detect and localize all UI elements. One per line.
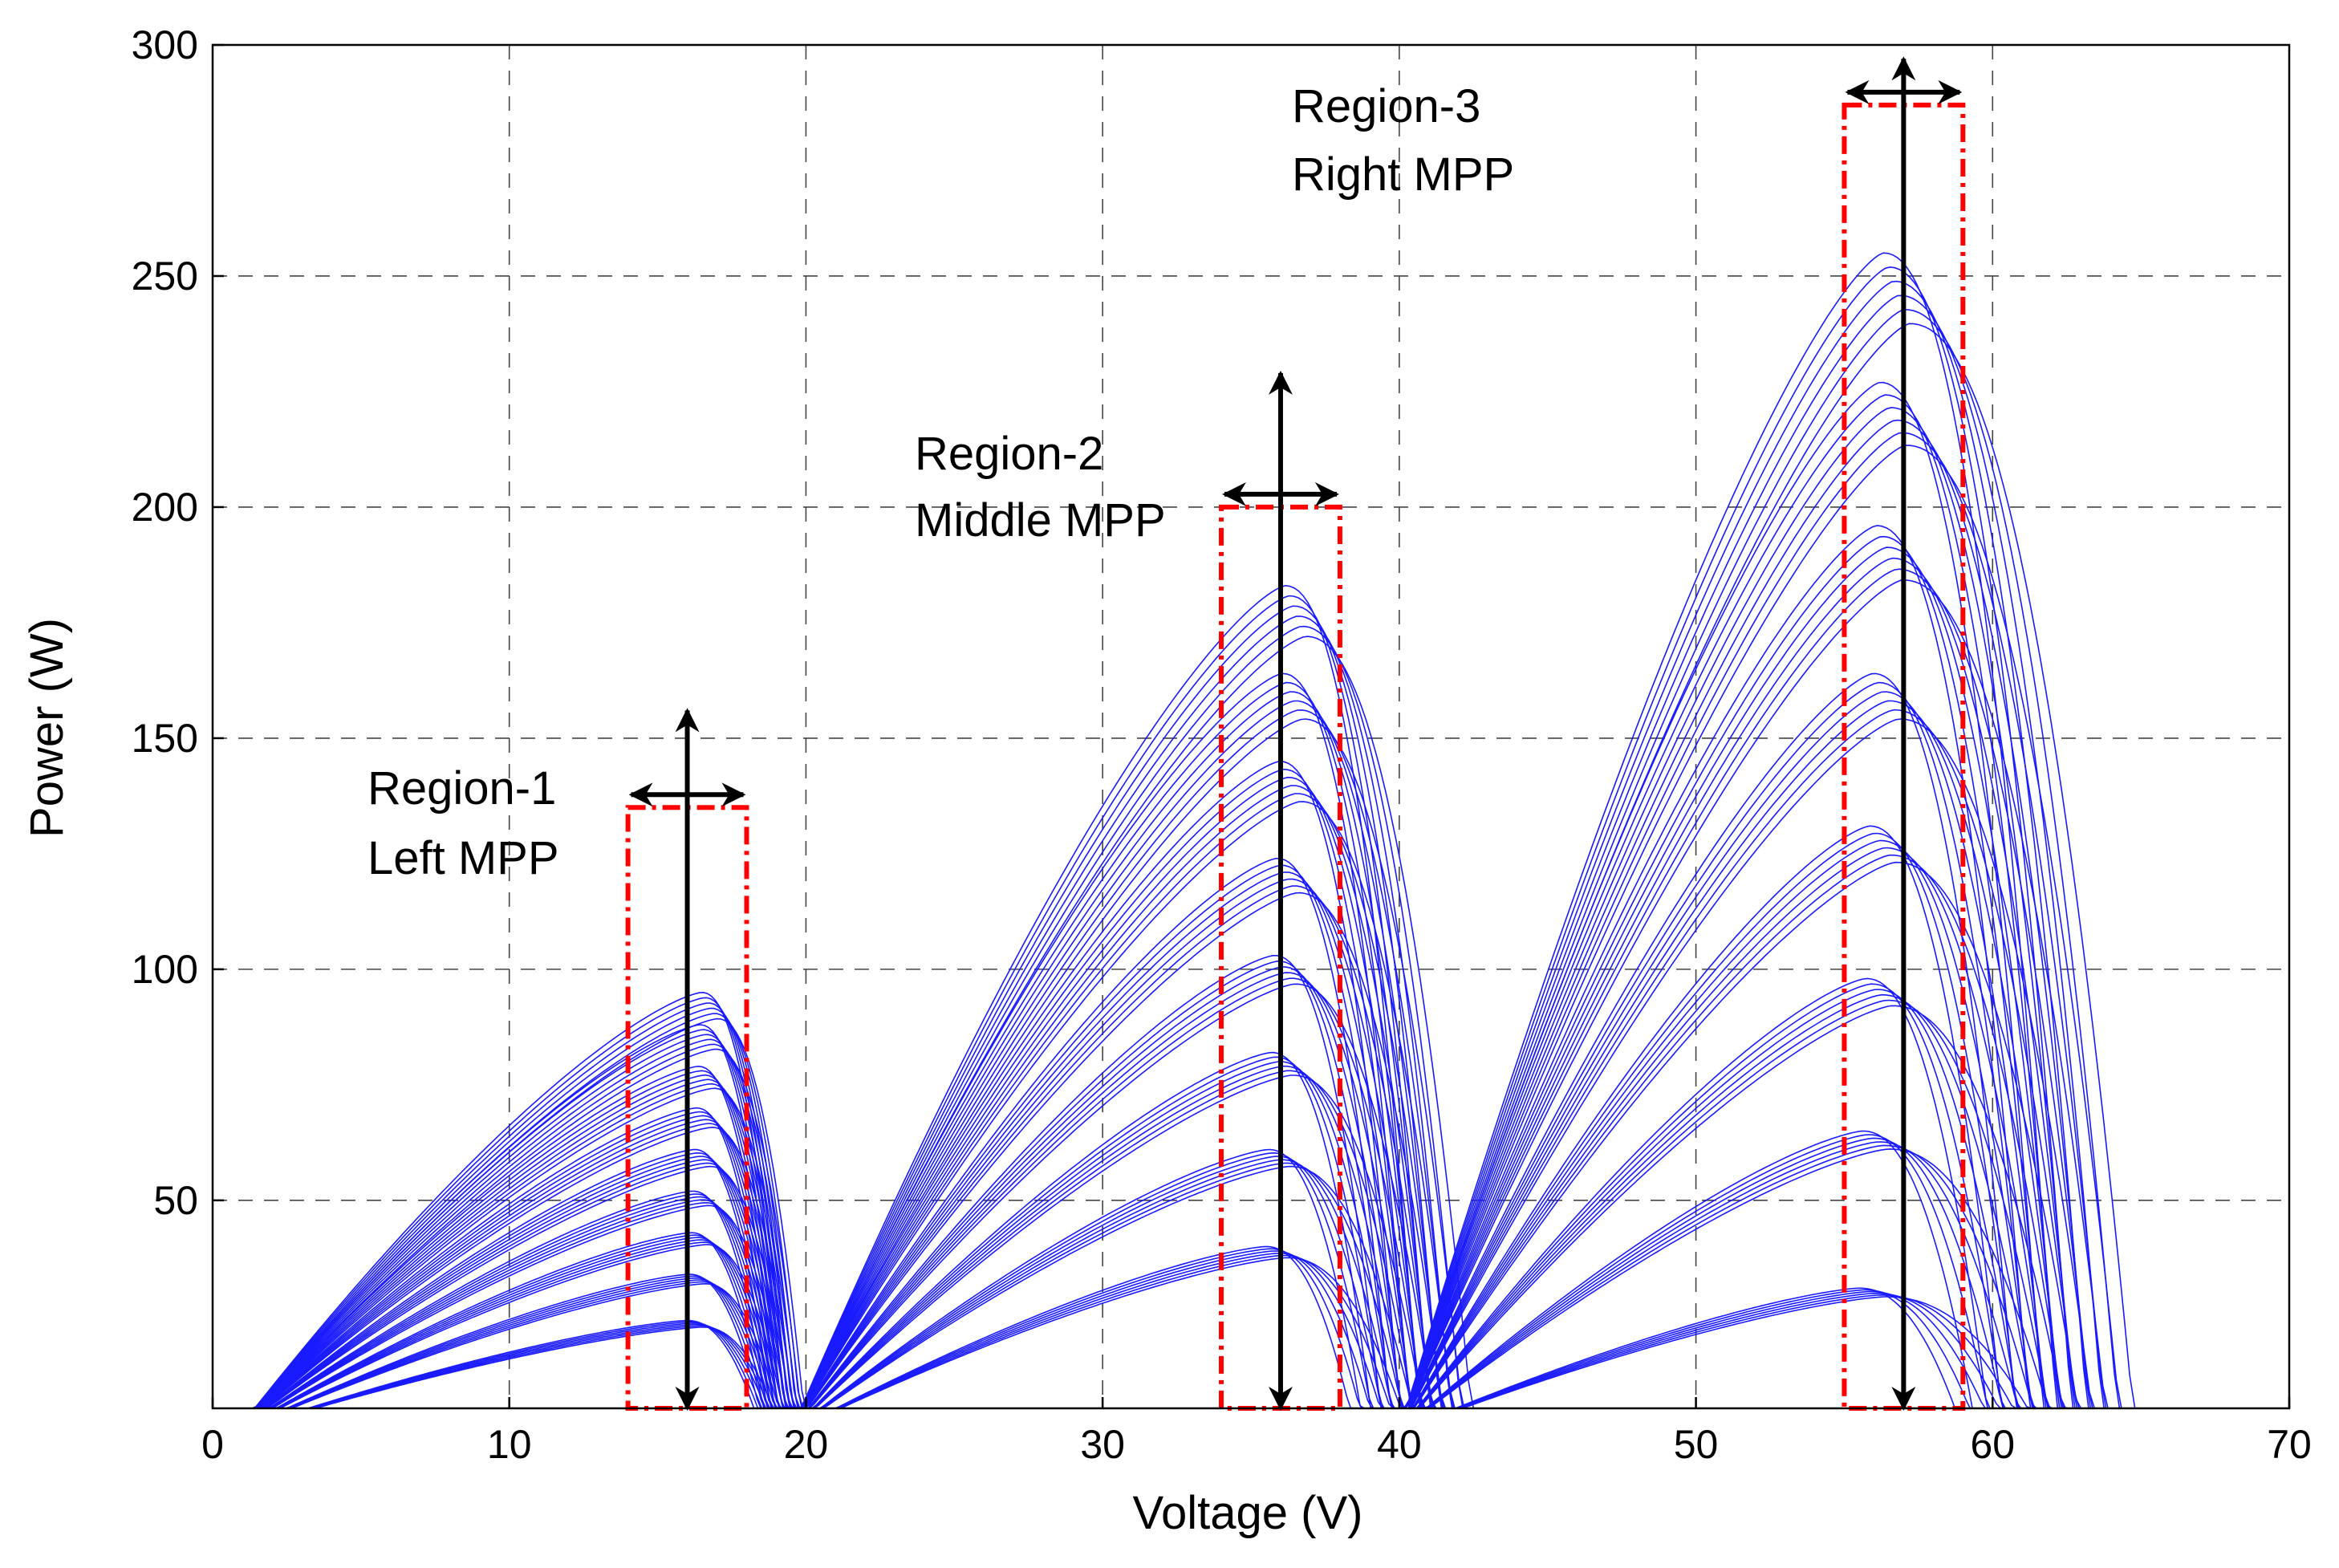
pv-curve-f2-p82-s3 xyxy=(790,1065,1407,1409)
pv-curve-f1-p88-s5 xyxy=(236,1048,804,1409)
y-tick-label: 300 xyxy=(132,22,198,67)
region-3-label: Region-3 xyxy=(1292,80,1480,132)
pv-curve-f3-p227-s4 xyxy=(1399,432,2107,1409)
pv-curve-f3-p98-s4 xyxy=(1399,999,2053,1409)
pv-curve-f3-p164-s3 xyxy=(1399,700,2065,1409)
pv-curve-f3-p31-s0 xyxy=(1399,1287,1963,1409)
x-tick-labels: 0 10 20 30 40 50 60 70 xyxy=(201,1397,2312,1467)
pv-curve-f1-p79-s5 xyxy=(236,1087,801,1409)
y-tick-labels: 50 100 150 200 250 300 xyxy=(132,22,224,1223)
pv-curve-f1-p88-s3 xyxy=(236,1038,796,1409)
pv-curve-f3-p227-s2 xyxy=(1399,406,2076,1409)
pv-curve-f1-p70-s5 xyxy=(236,1126,798,1409)
pv-curve-f2-p40-s0 xyxy=(790,1245,1355,1409)
grid-lines xyxy=(213,45,2289,1408)
plot-frame xyxy=(211,43,2291,1410)
x-tick-label: 60 xyxy=(1970,1422,2015,1467)
pv-curve-f3-p164-s2 xyxy=(1399,691,2049,1409)
pv-curve-f1-p95-s5 xyxy=(236,1018,807,1409)
pv-curve-f3-p31-s4 xyxy=(1399,1294,2025,1409)
pv-curve-f2-p124-s5 xyxy=(790,892,1447,1409)
pv-curve-f1-p61-s5 xyxy=(236,1165,794,1409)
pv-curve-f3-p65-s5 xyxy=(1399,1148,2054,1409)
pv-curve-f2-p82-s5 xyxy=(790,1074,1427,1409)
pv-curve-f3-p98-s2 xyxy=(1399,989,2022,1409)
y-tick-label: 200 xyxy=(132,485,198,530)
y-tick-label: 100 xyxy=(132,947,198,992)
pv-curve-f2-p40-s5 xyxy=(790,1257,1408,1409)
pv-curve-f1-p95-s2 xyxy=(236,1002,795,1409)
x-axis-title: Voltage (V) xyxy=(1133,1487,1363,1539)
mpp-regions xyxy=(625,56,1966,1411)
pv-curve-f2-p103-s1 xyxy=(790,960,1395,1409)
pv-curve-f3-p31-s5 xyxy=(1399,1296,2041,1409)
pv-curve-f3-p131-s5 xyxy=(1399,861,2082,1409)
pv-curve-f3-p255-s5 xyxy=(1399,323,2136,1409)
pv-curve-f2-p164-s4 xyxy=(790,709,1455,1409)
region-3-sublabel: Right MPP xyxy=(1292,148,1514,201)
region-1-sublabel: Left MPP xyxy=(367,832,559,884)
region-2-sublabel: Middle MPP xyxy=(915,494,1166,546)
pv-curve-f3-p196-s2 xyxy=(1399,546,2062,1409)
pv-curve-f1-p70-s4 xyxy=(236,1123,794,1409)
pv-curve-f3-p131-s2 xyxy=(1399,839,2036,1409)
y-tick-label: 250 xyxy=(132,254,198,299)
pv-curve-f2-p145-s5 xyxy=(790,801,1456,1409)
pv-curve-f2-p40-s4 xyxy=(790,1254,1398,1409)
pv-curve-f2-p183-s1 xyxy=(790,595,1431,1409)
pv-curve-f2-p124-s4 xyxy=(790,885,1435,1409)
pv-curve-f2-p61-s4 xyxy=(790,1162,1407,1409)
x-tick-label: 30 xyxy=(1080,1422,1125,1467)
y-tick-label: 150 xyxy=(132,716,198,761)
pv-curve-f3-p131-s4 xyxy=(1399,854,2066,1409)
pv-curve-f3-p98-s3 xyxy=(1399,993,2037,1409)
pv-curve-f2-p103-s2 xyxy=(790,966,1405,1409)
pv-curve-f1-p79-s4 xyxy=(236,1083,797,1409)
pv-curve-f2-p164-s3 xyxy=(790,700,1444,1409)
y-axis-title: Power (W) xyxy=(21,618,73,838)
pv-curve-f3-p196-s4 xyxy=(1399,568,2093,1409)
pv-curve-f2-p103-s5 xyxy=(790,983,1437,1409)
pv-curve-f2-p61-s5 xyxy=(790,1165,1418,1409)
pv-curve-f3-p131-s3 xyxy=(1399,847,2051,1409)
region-1-label: Region-1 xyxy=(367,762,556,814)
pv-curve-f3-p196-s0 xyxy=(1399,525,2032,1409)
pv-curve-f3-p227-s3 xyxy=(1399,419,2092,1409)
pv-curve-f3-p98-s5 xyxy=(1399,1005,2068,1409)
x-tick-label: 40 xyxy=(1377,1422,1422,1467)
pv-curve-f1-p88-s4 xyxy=(236,1043,800,1409)
pv-curve-f1-p95-s4 xyxy=(236,1013,803,1409)
pv-curve-f3-p65-s3 xyxy=(1399,1141,2024,1409)
pv-curve-f2-p164-s5 xyxy=(790,718,1465,1409)
pv-curve-f2-p82-s4 xyxy=(790,1070,1417,1409)
pv-curve-f1-p95-s3 xyxy=(236,1007,799,1409)
pv-curve-f3-p227-s1 xyxy=(1399,394,2061,1409)
region-2-label: Region-2 xyxy=(915,428,1103,480)
pv-curve-f3-p196-s5 xyxy=(1399,579,2109,1409)
pv-curve-f2-p183-s5 xyxy=(790,636,1475,1409)
pv-curve-f2-p82-s2 xyxy=(790,1061,1395,1409)
x-tick-label: 70 xyxy=(2267,1422,2312,1467)
pv-curve-f3-p255-s3 xyxy=(1399,295,2105,1409)
pv-curve-f3-p227-s5 xyxy=(1399,445,2122,1409)
pv-curve-f2-p145-s0 xyxy=(790,760,1403,1409)
pv-curve-f3-p255-s0 xyxy=(1399,252,2059,1409)
pv-curve-f3-p196-s1 xyxy=(1399,535,2047,1409)
pv-curve-f2-p124-s1 xyxy=(790,864,1403,1409)
pv-curve-f3-p65-s4 xyxy=(1399,1144,2039,1409)
pv-curve-f2-p183-s4 xyxy=(790,625,1464,1409)
pv-curve-f3-p255-s4 xyxy=(1399,308,2121,1409)
pv-curve-f2-p145-s4 xyxy=(790,793,1445,1409)
x-tick-label: 20 xyxy=(784,1422,829,1467)
pv-curve-f3-p164-s1 xyxy=(1399,681,2033,1409)
x-tick-label: 10 xyxy=(487,1422,532,1467)
y-tick-label: 50 xyxy=(153,1178,198,1223)
pv-curve-f3-p255-s2 xyxy=(1399,280,2089,1409)
x-tick-label: 0 xyxy=(201,1422,224,1467)
x-tick-label: 50 xyxy=(1674,1422,1719,1467)
pv-curve-f3-p131-s1 xyxy=(1399,832,2020,1409)
pv-curve-f2-p61-s3 xyxy=(790,1159,1396,1409)
